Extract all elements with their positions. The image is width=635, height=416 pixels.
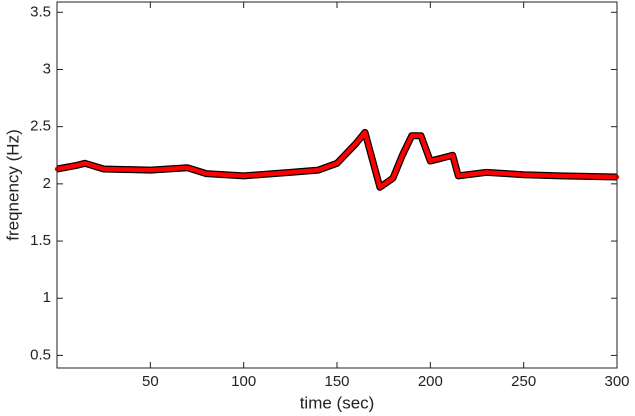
x-tick-label: 200	[418, 373, 443, 390]
y-tick-label: 0.5	[30, 346, 51, 363]
y-tick-label: 1	[43, 289, 51, 306]
plot-area	[57, 2, 617, 368]
y-tick-label: 1.5	[30, 232, 51, 249]
y-tick-label: 3	[43, 60, 51, 77]
y-tick-label: 2.5	[30, 118, 51, 135]
y-tick-label: 3.5	[30, 3, 51, 20]
x-tick-label: 250	[511, 373, 536, 390]
x-tick-label: 300	[604, 373, 629, 390]
x-tick-label: 100	[231, 373, 256, 390]
x-tick-label: 150	[324, 373, 349, 390]
line-series	[54, 130, 620, 190]
y-tick-label: 2	[43, 175, 51, 192]
x-tick-label: 50	[142, 373, 159, 390]
axes-box	[56, 1, 618, 369]
y-axis-title: freqnency (Hz)	[3, 129, 22, 240]
x-axis-title: time (sec)	[300, 393, 375, 412]
